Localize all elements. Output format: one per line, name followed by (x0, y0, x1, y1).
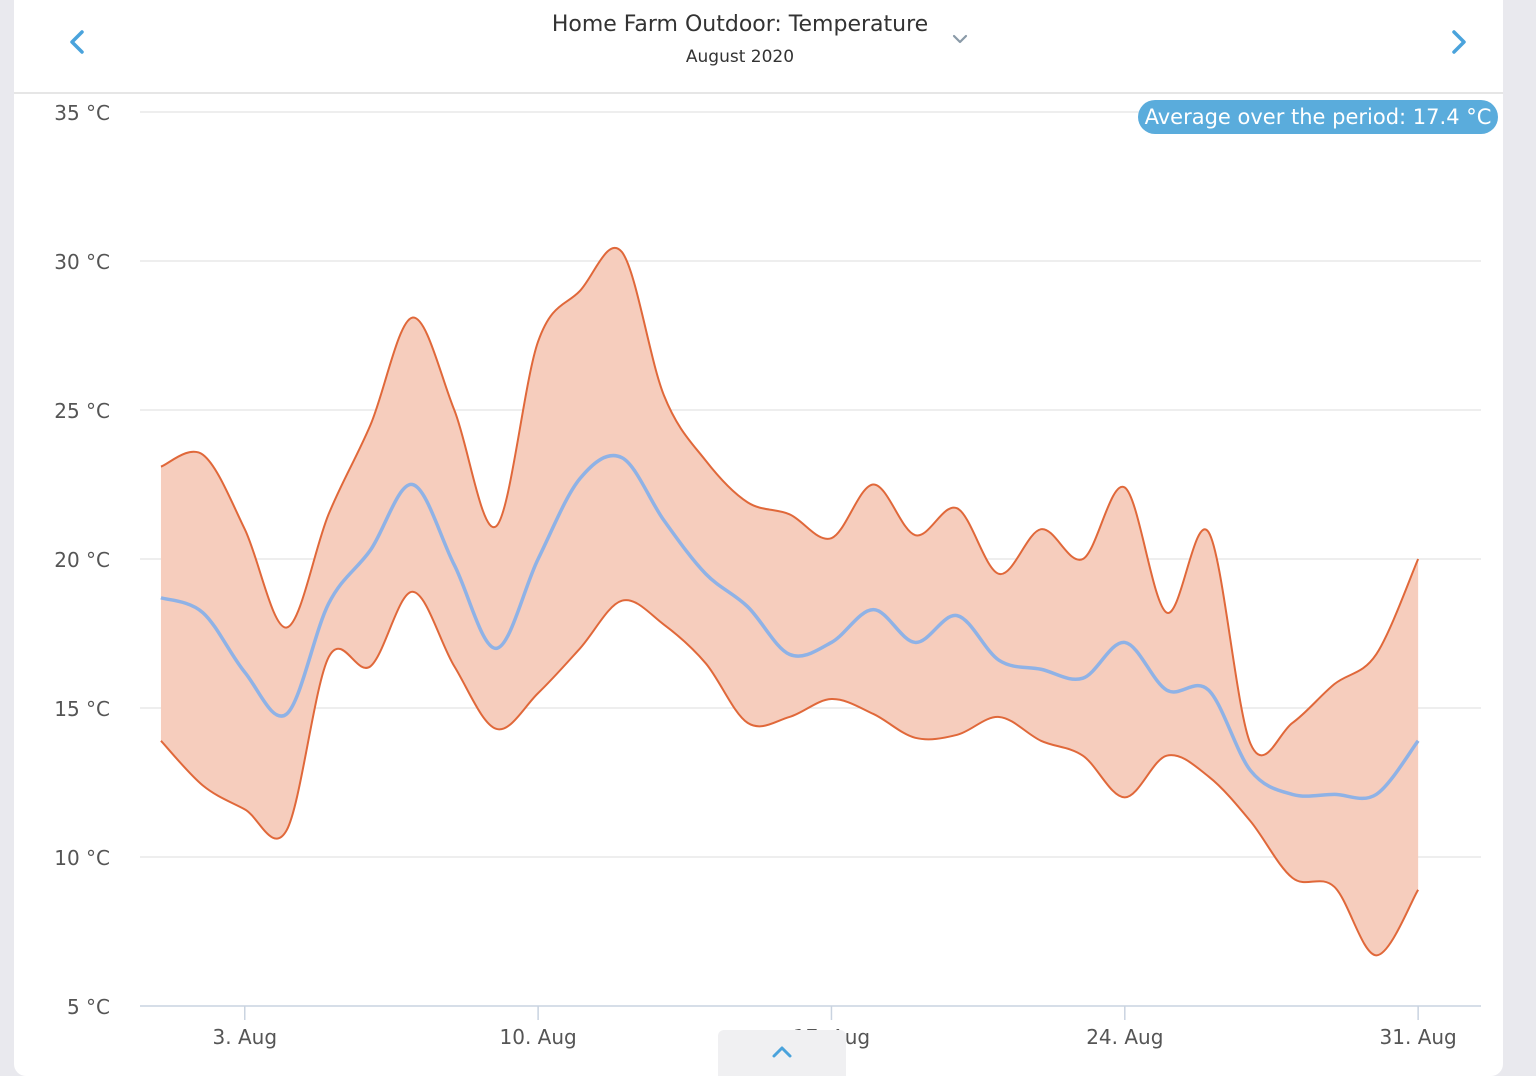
chevron-right-icon (1452, 30, 1466, 54)
x-tick-label: 10. Aug (500, 1025, 577, 1049)
chevron-left-icon (70, 30, 84, 54)
prev-period-button[interactable] (58, 22, 98, 62)
min-temperature-line (160, 590, 1419, 957)
next-period-button[interactable] (1438, 22, 1478, 62)
chart-card: Home Farm Outdoor: Temperature August 20… (14, 0, 1503, 1076)
expand-panel-button[interactable] (718, 1030, 846, 1076)
chart-subtitle: August 2020 (685, 47, 795, 67)
temperature-range-area (160, 247, 1419, 956)
chart-select-dropdown[interactable] (948, 28, 972, 50)
y-tick-label: 15 °C (54, 697, 110, 721)
chevron-down-icon (952, 34, 968, 44)
y-tick-label: 20 °C (54, 548, 110, 572)
chart-header: Home Farm Outdoor: Temperature August 20… (14, 0, 1503, 94)
average-badge: Average over the period: 17.4 °C (1138, 100, 1498, 134)
x-tick-label: 31. Aug (1380, 1025, 1457, 1049)
chevron-up-icon (772, 1046, 792, 1058)
chart-title: Home Farm Outdoor: Temperature (551, 12, 929, 37)
temperature-chart: 5 °C 10 °C 15 °C 20 °C 25 °C 30 °C 35 °C 3. Aug… (54, 101, 1481, 1049)
y-tick-label: 35 °C (54, 101, 110, 125)
y-tick-label: 10 °C (54, 846, 110, 870)
y-tick-label: 5 °C (67, 995, 110, 1019)
y-tick-label: 25 °C (54, 399, 110, 423)
x-tick-label: 3. Aug (213, 1025, 278, 1049)
x-tick-label: 24. Aug (1086, 1025, 1163, 1049)
y-tick-label: 30 °C (54, 250, 110, 274)
max-temperature-line (160, 246, 1420, 757)
average-temperature-line (160, 453, 1420, 801)
